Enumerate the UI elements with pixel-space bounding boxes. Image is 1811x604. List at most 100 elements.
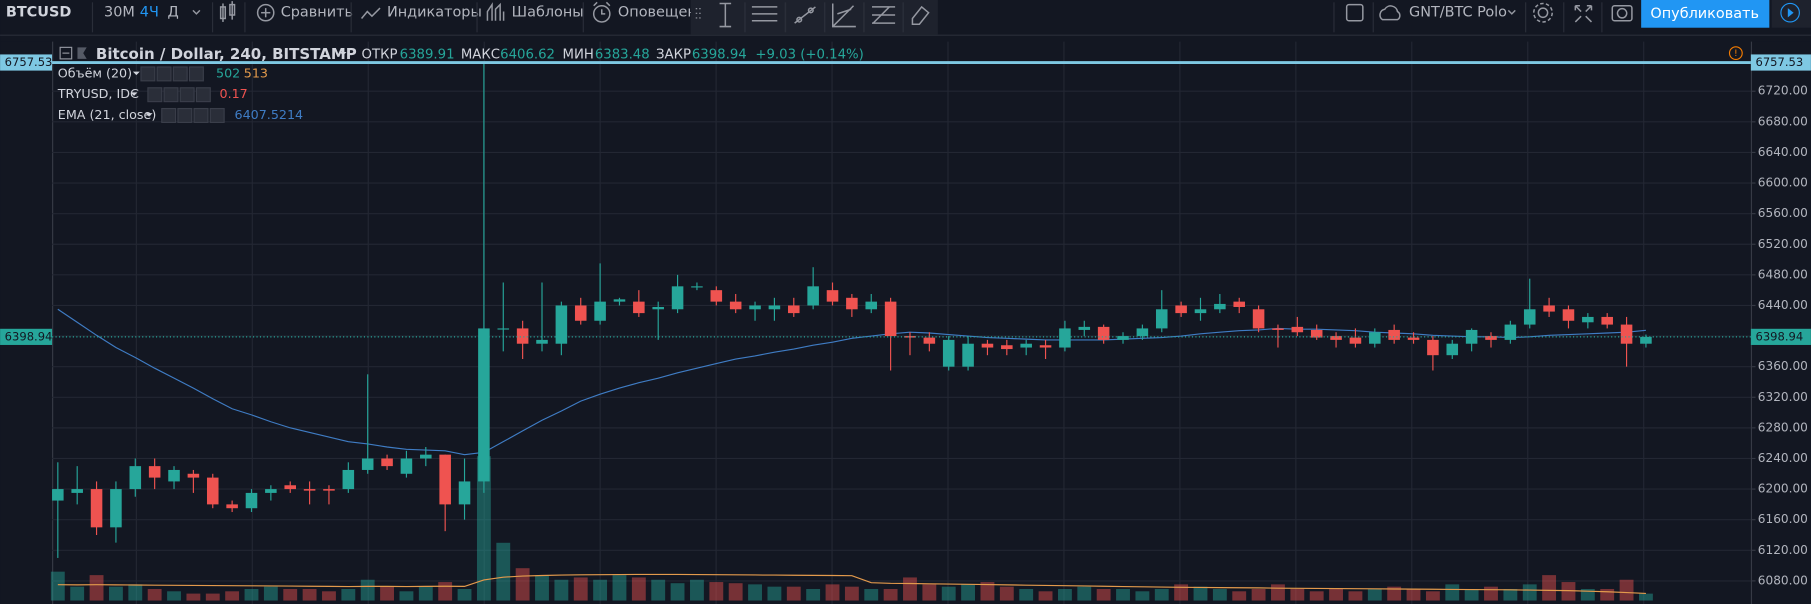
- publish[interactable]: Опубликовать: [1650, 6, 1759, 22]
- snapshot-icon[interactable]: [1611, 5, 1633, 22]
- ema-line: [57, 308, 1646, 456]
- ohlc-value: 6398.94: [692, 47, 747, 62]
- y-tick-label: 6080.00: [1758, 573, 1808, 587]
- alerts-icon[interactable]: [592, 1, 611, 23]
- fullscreen-icon[interactable]: [1574, 5, 1593, 23]
- pair[interactable]: GNT/BTC Polo: [1409, 5, 1507, 21]
- volume-bar: [1639, 593, 1653, 601]
- candle-body: [1330, 336, 1342, 340]
- chevron[interactable]: [192, 9, 201, 15]
- compare[interactable]: Сравнить: [281, 5, 353, 21]
- candle-body: [1194, 309, 1207, 314]
- caret[interactable]: [130, 92, 138, 96]
- volume-bar: [670, 583, 685, 601]
- candle-body: [478, 328, 490, 482]
- candle-body: [884, 301, 897, 337]
- warning-mark: !: [1734, 48, 1738, 59]
- volume-bar: [1251, 588, 1266, 601]
- volume-bar: [1290, 588, 1305, 601]
- study-button: [140, 66, 156, 82]
- candle-body: [71, 489, 83, 493]
- candle-body: [633, 301, 645, 314]
- candle-body: [768, 305, 781, 310]
- volume-bar: [728, 583, 743, 601]
- warning-icon[interactable]: [1728, 46, 1743, 61]
- volume-bar: [999, 586, 1014, 601]
- drawing-tools[interactable]: [695, 2, 930, 33]
- caret[interactable]: [339, 51, 347, 56]
- candle-body: [323, 489, 335, 491]
- y-tick-label: 6320.00: [1758, 390, 1808, 404]
- study-button: [161, 107, 177, 123]
- study-value: 0.17: [220, 86, 248, 101]
- volume-bar: [1309, 591, 1324, 601]
- candle-body: [1369, 332, 1381, 344]
- candle-body: [168, 469, 180, 482]
- candle-body: [265, 489, 277, 493]
- candle-body: [497, 328, 510, 330]
- volume-bar: [108, 586, 123, 601]
- left-axis: [0, 41, 53, 604]
- volume-bar: [1232, 591, 1247, 601]
- price-line-box: [1750, 54, 1811, 71]
- templates-icon[interactable]: [486, 2, 505, 21]
- volume-bar: [128, 584, 143, 601]
- symbol[interactable]: BTCUSD: [6, 5, 72, 21]
- volume-bar: [244, 588, 259, 601]
- volume-bar: [70, 586, 85, 601]
- candle-body: [1601, 316, 1613, 325]
- price-line-label: 6757.53: [5, 55, 53, 69]
- flag-icon[interactable]: [77, 47, 87, 59]
- templates[interactable]: Шаблоны: [512, 5, 584, 21]
- compare-icon[interactable]: [256, 3, 275, 22]
- study-button: [188, 66, 204, 82]
- candle-body: [1155, 309, 1168, 329]
- candle-body: [1465, 329, 1478, 344]
- y-tick-label: 6200.00: [1758, 482, 1808, 496]
- chart-style-icon[interactable]: [219, 1, 236, 22]
- volume-bar: [438, 582, 453, 601]
- layout-icon[interactable]: [1345, 3, 1364, 22]
- volume-ma-line: [57, 573, 1646, 595]
- volume-bar: [89, 575, 104, 601]
- volume-bar: [535, 575, 549, 601]
- ohlc-value: 6389.91: [400, 47, 455, 62]
- candle-body: [1059, 328, 1071, 348]
- interval[interactable]: 4Ч: [140, 5, 159, 21]
- volume-bar: [922, 584, 937, 601]
- settings-icon[interactable]: [1533, 2, 1553, 23]
- indicators[interactable]: Индикаторы: [387, 5, 482, 21]
- candle-body: [1582, 316, 1594, 323]
- candle-body: [942, 339, 955, 367]
- candle-body: [1407, 337, 1420, 340]
- volume-bar: [612, 575, 627, 601]
- candle-body: [1020, 343, 1032, 348]
- volume-bar: [1367, 588, 1382, 601]
- volume-bar: [167, 591, 181, 601]
- last-price-box: [0, 328, 53, 345]
- chevron[interactable]: [1507, 9, 1516, 15]
- candle-body: [1640, 336, 1652, 344]
- volume-bar: [1484, 586, 1498, 601]
- candle-body: [420, 454, 432, 459]
- volume-bar: [941, 586, 956, 601]
- volume-bar: [554, 579, 569, 601]
- volume-bar: [418, 586, 433, 601]
- cloud-icon[interactable]: [1379, 5, 1401, 21]
- volume-bar: [806, 588, 821, 601]
- collapse-icon[interactable]: [59, 46, 73, 60]
- volume-bar: [1464, 588, 1479, 601]
- y-tick-label: 6120.00: [1758, 543, 1808, 557]
- last-price-box: [1750, 328, 1811, 345]
- study-button: [163, 87, 179, 103]
- alerts[interactable]: Оповещения: [618, 5, 715, 21]
- candle-body: [187, 473, 200, 478]
- caret[interactable]: [132, 71, 140, 76]
- interval[interactable]: Д: [168, 5, 179, 21]
- caret[interactable]: [145, 113, 153, 117]
- volume-bar: [1193, 586, 1208, 601]
- publish-button[interactable]: [1641, 0, 1770, 28]
- interval[interactable]: 30M: [104, 5, 135, 21]
- indicators-icon[interactable]: [360, 7, 381, 19]
- volume-bar: [496, 542, 511, 601]
